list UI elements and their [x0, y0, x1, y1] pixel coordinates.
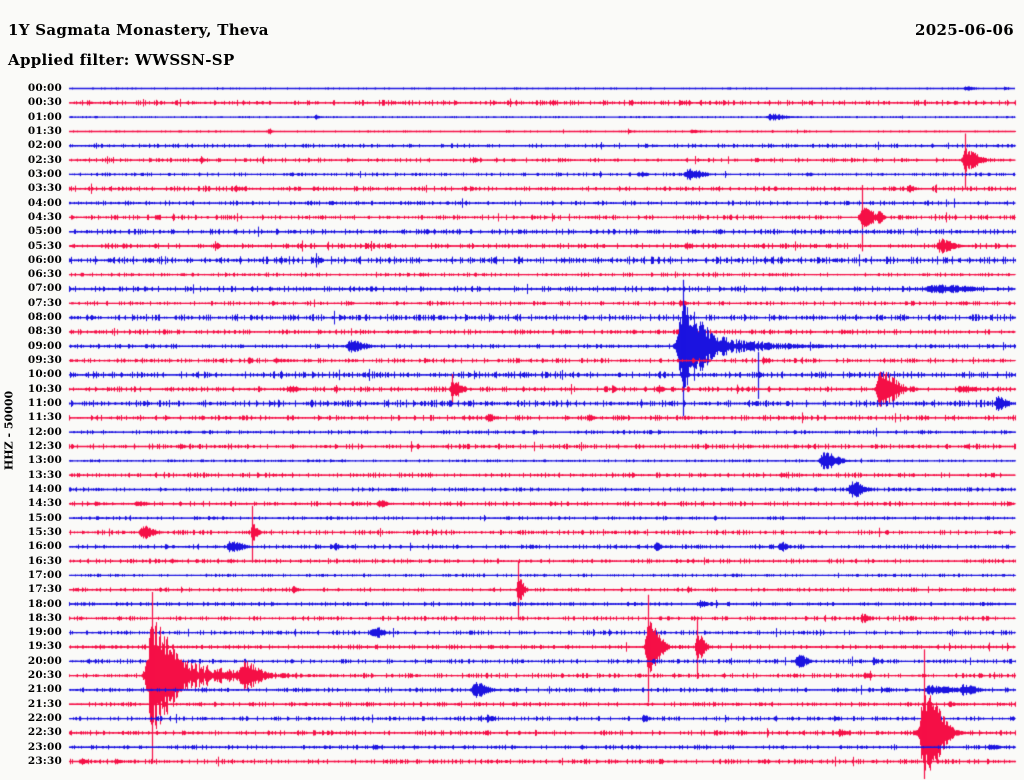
time-label: 06:00	[27, 253, 62, 266]
time-label: 02:00	[27, 139, 62, 152]
time-label: 20:30	[27, 669, 62, 682]
time-label: 21:00	[27, 683, 62, 696]
time-label: 08:30	[27, 325, 62, 338]
time-label: 17:00	[27, 568, 62, 581]
time-label: 20:00	[27, 654, 62, 667]
time-label: 22:30	[27, 726, 62, 739]
time-label: 01:30	[27, 124, 62, 137]
time-label: 14:30	[27, 497, 62, 510]
time-label: 19:00	[27, 626, 62, 639]
time-axis: 00:00 00:30 01:00 01:30 02:00 02:30 03:00 03:30…	[0, 0, 64, 780]
time-label: 17:30	[27, 583, 62, 596]
time-label: 16:00	[27, 540, 62, 553]
time-label: 12:00	[27, 425, 62, 438]
time-label: 13:00	[27, 454, 62, 467]
time-label: 08:00	[27, 311, 62, 324]
time-label: 03:30	[27, 182, 62, 195]
time-label: 10:30	[27, 382, 62, 395]
time-label: 09:30	[27, 354, 62, 367]
time-label: 23:00	[27, 740, 62, 753]
time-label: 21:30	[27, 697, 62, 710]
time-label: 07:30	[27, 296, 62, 309]
time-label: 13:30	[27, 468, 62, 481]
time-label: 06:30	[27, 268, 62, 281]
time-label: 22:00	[27, 712, 62, 725]
time-label: 01:00	[27, 110, 62, 123]
time-label: 04:00	[27, 196, 62, 209]
time-label: 16:30	[27, 554, 62, 567]
time-label: 02:30	[27, 153, 62, 166]
time-label: 10:00	[27, 368, 62, 381]
time-label: 18:00	[27, 597, 62, 610]
time-label: 14:00	[27, 482, 62, 495]
time-label: 19:30	[27, 640, 62, 653]
time-label: 12:30	[27, 440, 62, 452]
time-label: 00:30	[27, 96, 62, 109]
time-label: 07:00	[27, 282, 62, 295]
time-label: 05:00	[27, 225, 62, 238]
time-label: 23:30	[27, 755, 62, 768]
time-label: 04:30	[27, 210, 62, 223]
time-label: 03:00	[27, 167, 62, 180]
time-label: 05:30	[27, 239, 62, 252]
time-label: 00:00	[27, 82, 62, 94]
time-label: 18:30	[27, 611, 62, 624]
time-label: 15:00	[27, 511, 62, 524]
time-label: 11:30	[27, 411, 62, 424]
time-label: 11:00	[27, 397, 62, 410]
time-label: 09:00	[27, 339, 62, 352]
time-label: 15:30	[27, 525, 62, 538]
